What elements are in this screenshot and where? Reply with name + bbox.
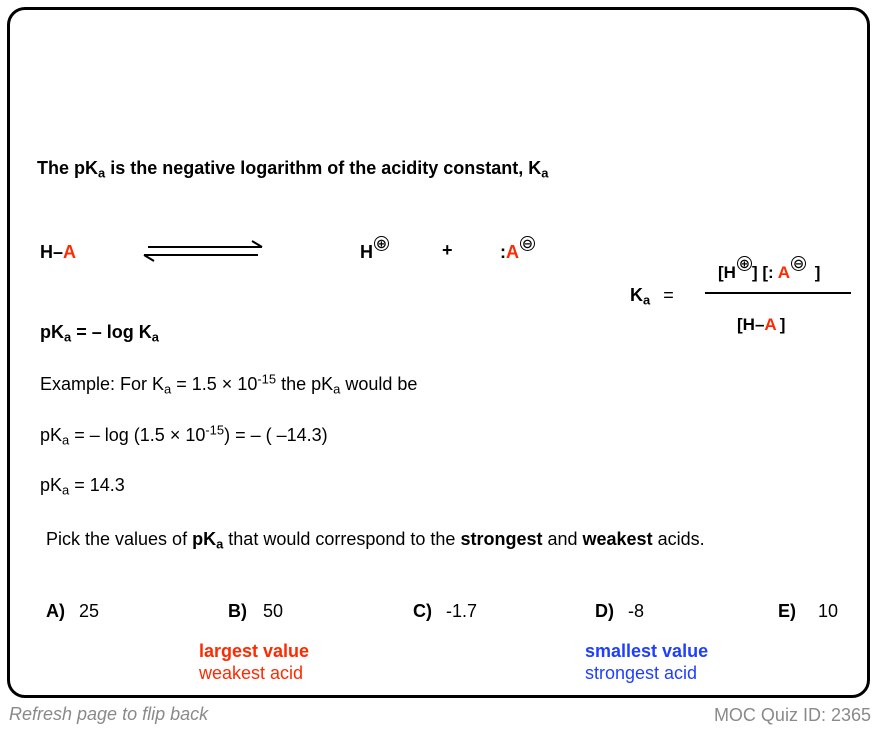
example-text: ) = – ( –14.3): [224, 425, 328, 445]
example-sup: -15: [205, 422, 225, 438]
example-line-2: pKa = – log (1.5 × 10-15) = – ( –14.3): [40, 422, 328, 448]
lone-pair: :: [500, 242, 506, 262]
negative-charge-icon: ⊖: [791, 256, 807, 271]
example-sub: a: [62, 482, 70, 498]
equilibrium-arrows-icon: [143, 240, 263, 262]
option-a[interactable]: A) 25: [46, 601, 99, 622]
weakest-acid-label: weakest acid: [199, 663, 304, 683]
pka-definition: pKa = – log Ka: [40, 322, 159, 345]
quiz-id: MOC Quiz ID: 2365: [713, 705, 871, 725]
answer-smallest: smallest value strongest acid: [585, 640, 708, 684]
example-text: = – log (1.5 × 10: [69, 425, 206, 445]
flip-back-hint: Refresh page to flip back: [9, 704, 209, 724]
option-value: -8: [628, 601, 645, 621]
example-text: pK: [40, 475, 63, 495]
option-value: -1.7: [446, 601, 478, 621]
strongest-acid-label: strongest acid: [585, 663, 698, 683]
reactant-h: H–: [40, 242, 64, 262]
ka-denominator: [H–A]: [737, 315, 785, 335]
fraction-bar: [705, 292, 851, 294]
option-b[interactable]: B) 50: [228, 601, 283, 622]
answer-largest: largest value weakest acid: [199, 640, 309, 684]
example-sub: a: [333, 381, 341, 397]
question-part: acids.: [652, 529, 705, 549]
smallest-value-label: smallest value: [585, 641, 709, 661]
positive-charge-icon: ⊕: [374, 236, 389, 251]
example-text: the pK: [276, 374, 334, 394]
ka-sub: a: [643, 292, 651, 308]
product-anion: :A ⊖: [500, 236, 535, 263]
negative-charge-icon: ⊖: [520, 236, 535, 251]
heading-sub: a: [98, 165, 106, 181]
example-sub: a: [62, 432, 70, 448]
ka-equals: =: [663, 285, 674, 305]
option-letter: D): [595, 601, 614, 621]
example-text: would be: [340, 374, 418, 394]
question-text: Pick the values of pKa that would corres…: [46, 529, 705, 552]
example-text: Example: For K: [40, 374, 165, 394]
num-mid: ] [:: [751, 263, 774, 282]
question-pk: pK: [192, 529, 217, 549]
heading-text: The pK: [37, 158, 98, 178]
option-letter: A): [46, 601, 65, 621]
question-weakest: weakest: [582, 529, 653, 549]
quiz-card[interactable]: [7, 7, 870, 698]
ka-k: K: [630, 285, 643, 305]
den-a: A: [764, 315, 777, 334]
example-text: = 1.5 × 10: [171, 374, 258, 394]
option-value: 10: [818, 601, 839, 621]
num-h: [H: [718, 263, 736, 282]
pka-text: pK: [40, 322, 64, 342]
option-c[interactable]: C) -1.7: [413, 601, 477, 622]
question-part: Pick the values of: [46, 529, 193, 549]
option-value: 50: [263, 601, 284, 621]
ka-numerator: [H ⊕] [: A ⊖ ]: [718, 256, 820, 283]
option-e[interactable]: E) 10: [778, 601, 838, 622]
question-sub: a: [216, 536, 224, 552]
question-strongest: strongest: [460, 529, 543, 549]
option-letter: E): [778, 601, 796, 621]
plus-sign: +: [442, 240, 453, 260]
den-close: ]: [779, 315, 786, 334]
pka-sub: a: [151, 329, 159, 345]
reactant-ha: H–A: [40, 242, 76, 263]
example-line-3: pKa = 14.3: [40, 475, 125, 498]
heading-text: is the negative logarithm of the acidity…: [105, 158, 542, 178]
example-line-1: Example: For Ka = 1.5 × 10-15 the pKa wo…: [40, 371, 418, 397]
pka-text: = – log K: [71, 322, 152, 342]
heading: The pKa is the negative logarithm of the…: [37, 158, 549, 181]
ka-label: Ka =: [630, 285, 674, 308]
num-a: A: [777, 263, 791, 282]
anion-a: A: [506, 242, 519, 262]
option-d[interactable]: D) -8: [595, 601, 644, 622]
product-h-plus: H ⊕: [360, 236, 389, 263]
num-close: ]: [814, 263, 821, 282]
largest-value-label: largest value: [199, 641, 310, 661]
positive-charge-icon: ⊕: [736, 256, 752, 271]
option-letter: B): [228, 601, 247, 621]
question-part: that would correspond to the: [223, 529, 461, 549]
question-part: and: [542, 529, 583, 549]
example-sup: -15: [257, 371, 277, 387]
reactant-a: A: [63, 242, 77, 262]
option-value: 25: [79, 601, 100, 621]
heading-sub: a: [541, 165, 549, 181]
example-text: = 14.3: [69, 475, 125, 495]
example-sub: a: [164, 381, 172, 397]
den-h: [H–: [737, 315, 765, 334]
option-letter: C): [413, 601, 432, 621]
pka-sub: a: [64, 329, 72, 345]
example-text: pK: [40, 425, 63, 445]
product-h: H: [360, 242, 373, 262]
question-pka: pKa: [192, 529, 224, 552]
